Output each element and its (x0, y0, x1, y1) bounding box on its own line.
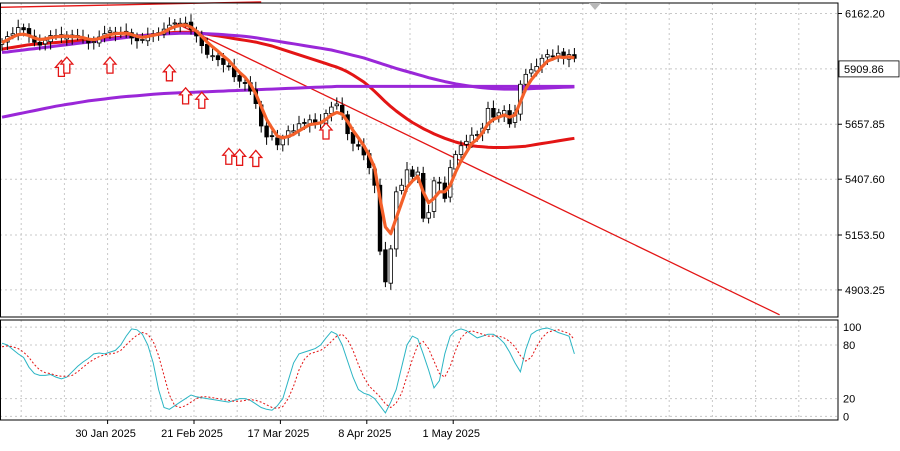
frames (0, 2, 839, 421)
candle-body-74 (399, 184, 404, 191)
x-tick-label-1: 21 Feb 2025 (161, 428, 223, 440)
fast-line (1, 23, 575, 236)
candle-body-72 (388, 248, 393, 284)
candle-body-81 (437, 181, 442, 184)
x-tick-label-4: 1 May 2025 (422, 428, 479, 440)
osc-signal-line (1, 329, 575, 409)
grid (0, 3, 838, 420)
candle-body-85 (458, 145, 464, 155)
main-frame (0, 2, 839, 318)
up-arrow-icon-5 (194, 91, 210, 109)
y-tick-label-2: 5407.60 (845, 174, 885, 186)
candle-body-17 (91, 41, 96, 44)
candle-body-77 (415, 171, 420, 176)
x-tick-label-2: 17 Mar 2025 (248, 428, 310, 440)
candle-body-62 (334, 103, 339, 107)
candle-body-50 (269, 135, 275, 138)
price-box (838, 60, 900, 78)
up-arrow-icon-8 (248, 149, 264, 168)
candle-body-102 (550, 55, 555, 58)
candle-body-44 (237, 75, 242, 82)
candle-body-61 (329, 106, 334, 114)
y-tick-label-0: 4903.25 (845, 285, 885, 297)
candle-body-98 (529, 69, 534, 74)
candle-body-4 (21, 27, 26, 31)
candle-body-40 (215, 55, 221, 61)
candle-body-70 (377, 184, 383, 252)
candle-body-79 (426, 212, 431, 219)
candle-body-26 (140, 39, 145, 41)
osc-frame (0, 319, 839, 421)
trend-down (174, 22, 780, 316)
candle-body-90 (485, 107, 491, 130)
candle-body-76 (410, 169, 415, 177)
candle-body-8 (43, 39, 48, 45)
ma-purple-lower-line (1, 84, 575, 119)
current-price-label: 5909.86 (844, 64, 884, 76)
candle-body-71 (383, 249, 388, 283)
candle-body-39 (210, 55, 215, 58)
y-tick-label-1: 5153.50 (845, 230, 885, 242)
candle-body-66 (356, 144, 361, 147)
candle-body-20 (107, 30, 113, 33)
up-arrow-icon-1 (59, 56, 75, 74)
candle-body-97 (523, 73, 528, 85)
x-tick-label-0: 30 Jan 2025 (75, 428, 136, 440)
axes: 4903.25 5153.50 5407.60 5657.85 6162.20 5909.… (75, 8, 900, 440)
candle-body-51 (275, 137, 280, 146)
candle-body-41 (221, 57, 226, 65)
signal-arrows (53, 56, 334, 168)
candle-body-32 (172, 22, 177, 25)
osc-tick-label-2: 80 (843, 340, 855, 352)
osc-tick-label-1: 20 (843, 394, 855, 406)
osc-main-line (1, 327, 575, 414)
y-tick-label-3: 5657.85 (845, 119, 885, 131)
candle-body-42 (226, 65, 231, 68)
up-arrow-icon-3 (161, 63, 177, 82)
candle-body-25 (134, 37, 140, 42)
up-arrow-icon-4 (178, 86, 194, 105)
up-arrow-icon-2 (102, 56, 118, 74)
y-tick-label-4: 6162.20 (845, 8, 885, 20)
candle-body-56 (302, 122, 307, 124)
candle-body-45 (242, 82, 248, 84)
candle-body-91 (491, 107, 496, 118)
candle-body-7 (37, 41, 42, 46)
candle-body-52 (280, 138, 285, 146)
fast-ma (1, 23, 575, 236)
x-tick-label-3: 8 Apr 2025 (338, 428, 391, 440)
up-arrow-icon-7 (232, 148, 248, 166)
oscillator (1, 327, 575, 414)
candle-body-86 (464, 140, 469, 145)
candle-body-101 (545, 54, 550, 58)
scroll-marker-icon[interactable] (589, 3, 601, 10)
candles (0, 14, 577, 290)
osc-tick-label-3: 100 (843, 322, 861, 334)
candle-body-49 (264, 125, 269, 138)
osc-tick-label-0: 0 (843, 411, 849, 423)
up-arrow-icon-9 (318, 121, 334, 140)
candle-body-38 (204, 43, 210, 55)
